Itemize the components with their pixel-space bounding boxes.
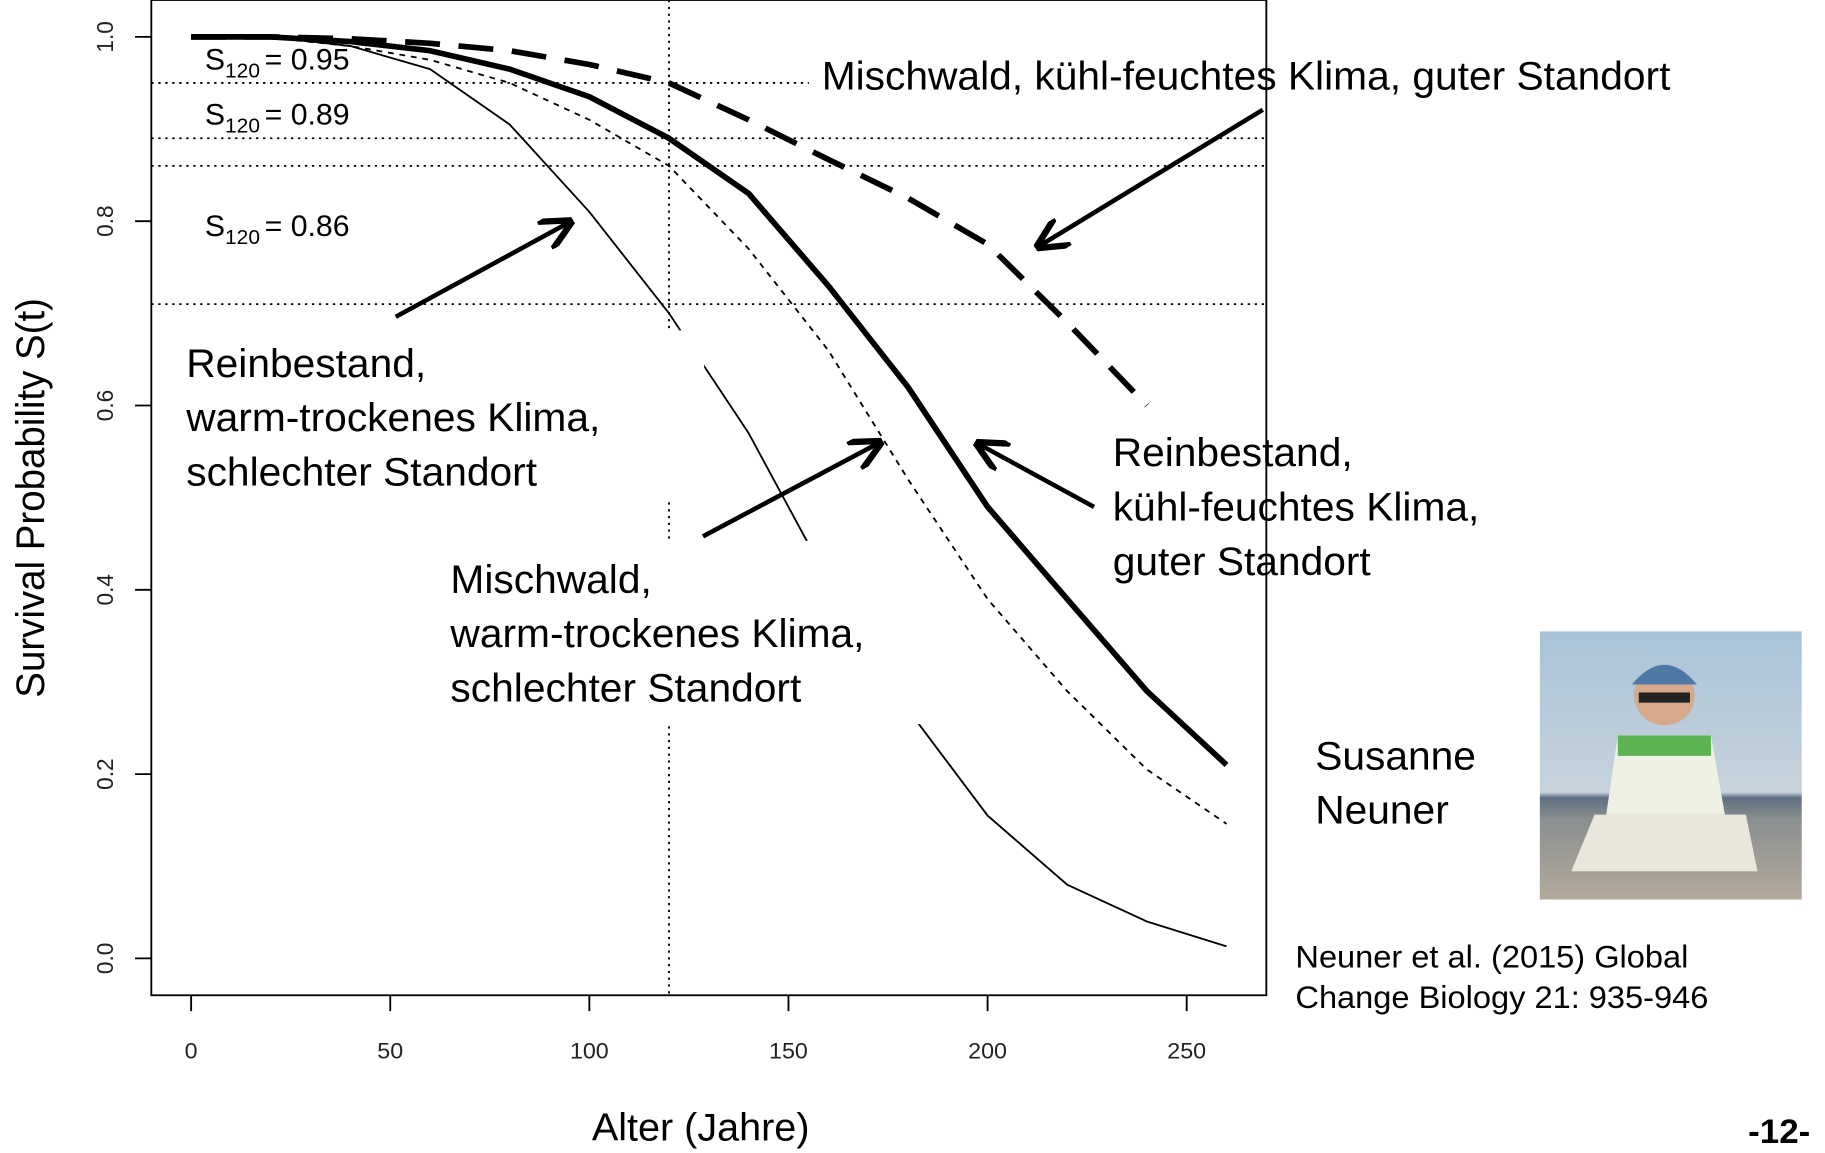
y-tick-label: 0.2 [92,758,118,789]
s120-subscript: 120 [225,115,260,138]
x-tick-label: 150 [769,1038,808,1064]
s120-symbol: S [205,44,225,77]
x-tick-label: 50 [377,1038,403,1064]
photo [1540,631,1802,899]
y-tick-label: 0.6 [92,390,118,421]
x-tick-label: 250 [1167,1038,1206,1064]
s120-value: = 0.95 [265,44,350,77]
person-name: Susanne Neuner [1315,734,1487,833]
y-tick-label: 0.0 [92,943,118,974]
x-tick-label: 100 [570,1038,609,1064]
s120-subscript: 120 [225,226,260,249]
s120-label: S120= 0.86 [205,210,350,248]
page-number: -12- [1748,1113,1810,1150]
s120-subscript: 120 [225,60,260,83]
x-tick-label: 200 [968,1038,1007,1064]
chart: Mischwald, kühl-feuchtes Klima, guter St… [0,0,1825,1153]
s120-value: = 0.86 [265,210,350,243]
x-axis-label: Alter (Jahre) [592,1107,810,1149]
y-axis-label: Survival Probability S(t) [10,298,54,698]
y-tick-label: 0.8 [92,205,118,236]
s120-label: S120= 0.95 [205,44,350,82]
arrow [703,442,880,536]
page: {"chart_data": { "type": "line", "x_labe… [0,0,1825,1153]
arrow [1038,110,1263,247]
s120-symbol: S [205,99,225,132]
x-tick-label: 0 [185,1038,198,1064]
arrow [978,444,1094,507]
s120-value: = 0.89 [265,99,350,132]
y-tick-label: 1.0 [92,21,118,52]
annotation: Mischwald, kühl-feuchtes Klima, guter St… [822,54,1671,98]
arrow [396,222,571,317]
s120-label: S120= 0.89 [205,99,350,137]
citation: Neuner et al. (2015) Global Change Biolo… [1295,939,1708,1015]
s120-symbol: S [205,210,225,243]
y-tick-label: 0.4 [92,574,118,606]
